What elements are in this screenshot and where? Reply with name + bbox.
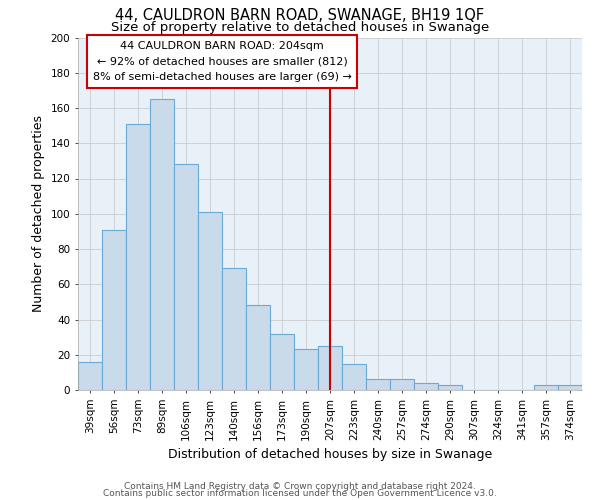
Text: 44 CAULDRON BARN ROAD: 204sqm
← 92% of detached houses are smaller (812)
8% of s: 44 CAULDRON BARN ROAD: 204sqm ← 92% of d… — [92, 41, 352, 82]
Bar — [102, 230, 126, 390]
Bar — [294, 350, 318, 390]
Bar — [558, 384, 582, 390]
Bar — [534, 384, 558, 390]
Text: 44, CAULDRON BARN ROAD, SWANAGE, BH19 1QF: 44, CAULDRON BARN ROAD, SWANAGE, BH19 1Q… — [115, 8, 485, 22]
Bar — [438, 384, 462, 390]
Bar — [270, 334, 294, 390]
Bar — [126, 124, 150, 390]
Y-axis label: Number of detached properties: Number of detached properties — [32, 116, 45, 312]
Bar — [318, 346, 342, 390]
Bar — [222, 268, 246, 390]
Text: Size of property relative to detached houses in Swanage: Size of property relative to detached ho… — [111, 21, 489, 34]
Bar — [414, 383, 438, 390]
Text: Contains HM Land Registry data © Crown copyright and database right 2024.: Contains HM Land Registry data © Crown c… — [124, 482, 476, 491]
Bar — [246, 306, 270, 390]
Bar — [366, 380, 390, 390]
Bar — [390, 380, 414, 390]
Bar — [198, 212, 222, 390]
X-axis label: Distribution of detached houses by size in Swanage: Distribution of detached houses by size … — [168, 448, 492, 461]
Bar — [342, 364, 366, 390]
Bar — [78, 362, 102, 390]
Text: Contains public sector information licensed under the Open Government Licence v3: Contains public sector information licen… — [103, 489, 497, 498]
Bar — [150, 99, 174, 390]
Bar — [174, 164, 198, 390]
